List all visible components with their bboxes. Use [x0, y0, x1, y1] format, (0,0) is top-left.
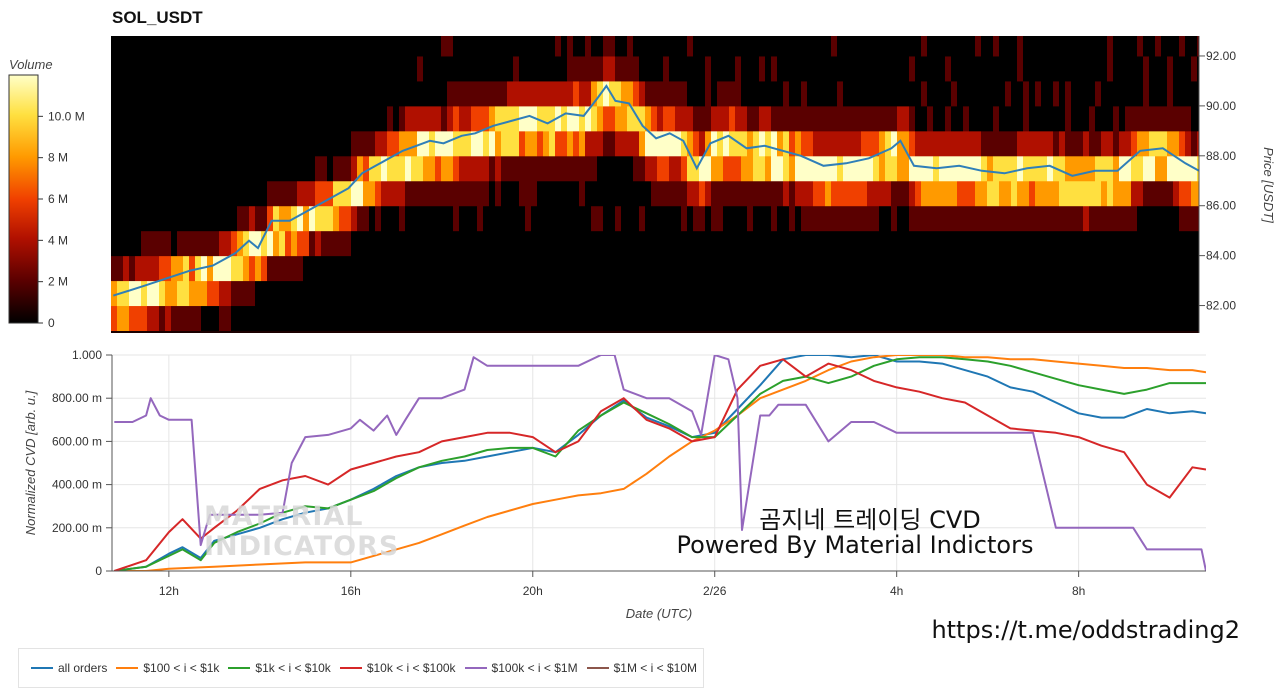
material-indicators-watermark: MATERIAL INDICATORS — [204, 502, 404, 562]
legend-swatch — [586, 667, 609, 669]
cvd-y-tick-label: 600.00 m — [52, 434, 102, 448]
price-line — [112, 84, 1199, 297]
cvd-y-tick-label: 800.00 m — [52, 391, 102, 405]
legend-swatch — [464, 667, 487, 669]
colorbar-tick-label: 0 — [48, 316, 55, 330]
cvd-x-tick-label: 2/26 — [703, 584, 727, 598]
legend-swatch — [31, 667, 53, 669]
overlay-title: 곰지네 트레이딩 CVD — [759, 506, 981, 534]
colorbar-label: Volume — [9, 57, 53, 72]
cvd-y-tick-label: 400.00 m — [52, 478, 102, 492]
price-tick-label: 88.00 — [1206, 149, 1236, 163]
cvd-x-tick-label: 16h — [341, 584, 361, 598]
cvd-x-tick-label: 8h — [1072, 584, 1085, 598]
watermark-line-1: MATERIAL — [204, 501, 364, 532]
cvd-y-tick-label: 0 — [95, 564, 102, 578]
cvd-series — [113, 355, 1206, 571]
volume-heatmap — [111, 36, 1199, 333]
cvd-y-tick-label: 1.000 — [72, 348, 102, 362]
cvd-x-ticks: 12h 16h 20h 2/26 4h 8h — [159, 571, 1085, 598]
legend-swatch — [228, 667, 251, 669]
telegram-link[interactable]: https://t.me/oddstrading2 — [931, 616, 1240, 644]
price-axis-label: Price [USDT] — [1261, 147, 1276, 223]
colorbar-tick-label: 8 M — [48, 151, 68, 165]
watermark-line-2: INDICATORS — [204, 531, 400, 562]
cvd-x-tick-label: 20h — [523, 584, 543, 598]
colorbar-tick-label: 4 M — [48, 233, 68, 247]
legend-swatch — [116, 667, 139, 669]
price-tick-label: 84.00 — [1206, 249, 1236, 263]
legend-label: $100 < i < $1k — [143, 661, 220, 675]
legend-label: $1M < i < $10M — [613, 661, 697, 675]
cvd-y-axis-label: Normalized CVD [arb. u.] — [23, 390, 38, 535]
legend-item-4[interactable]: $100k < i < $1M — [464, 661, 578, 675]
legend-item-1[interactable]: $100 < i < $1k — [116, 661, 219, 675]
cvd-x-axis-label: Date (UTC) — [626, 606, 692, 621]
colorbar-tick-label: 10.0 M — [48, 109, 85, 123]
price-tick-label: 92.00 — [1206, 49, 1236, 63]
legend-item-0[interactable]: all orders — [31, 661, 107, 675]
chart-title: SOL_USDT — [112, 8, 203, 27]
legend-item-2[interactable]: $1k < i < $10k — [228, 661, 331, 675]
colorbar-ticks: 0 2 M 4 M 6 M 8 M 10.0 M — [38, 109, 85, 330]
cvd-series-line-0 — [114, 355, 1206, 571]
legend-label: all orders — [58, 661, 108, 675]
legend-swatch — [339, 667, 362, 669]
overlay-powered-by: Powered By Material Indictors — [676, 531, 1034, 559]
legend-label: $1k < i < $10k — [255, 661, 331, 675]
cvd-series-line-4 — [114, 355, 1206, 571]
legend-label: $100k < i < $1M — [491, 661, 578, 675]
price-axis-ticks: 82.00 84.00 86.00 88.00 90.00 92.00 — [1199, 49, 1236, 313]
cvd-x-tick-label: 12h — [159, 584, 179, 598]
cvd-x-tick-label: 4h — [890, 584, 903, 598]
legend-label: $10k < i < $100k — [366, 661, 456, 675]
cvd-y-ticks: 0 200.00 m 400.00 m 600.00 m 800.00 m 1.000 — [52, 348, 112, 578]
legend-item-5[interactable]: $1M < i < $10M — [586, 661, 697, 675]
legend: all orders $100 < i < $1k $1k < i < $10k $1… — [18, 648, 704, 688]
price-tick-label: 90.00 — [1206, 99, 1236, 113]
cvd-series-line-3 — [113, 358, 1206, 571]
legend-item-3[interactable]: $10k < i < $100k — [339, 661, 456, 675]
price-tick-label: 86.00 — [1206, 199, 1236, 213]
price-tick-label: 82.00 — [1206, 299, 1236, 313]
cvd-series-line-2 — [114, 356, 1206, 571]
cvd-series-line-1 — [114, 355, 1206, 571]
colorbar-tick-label: 6 M — [48, 192, 68, 206]
colorbar — [8, 74, 39, 324]
cvd-y-tick-label: 200.00 m — [52, 521, 102, 535]
colorbar-tick-label: 2 M — [48, 275, 68, 289]
